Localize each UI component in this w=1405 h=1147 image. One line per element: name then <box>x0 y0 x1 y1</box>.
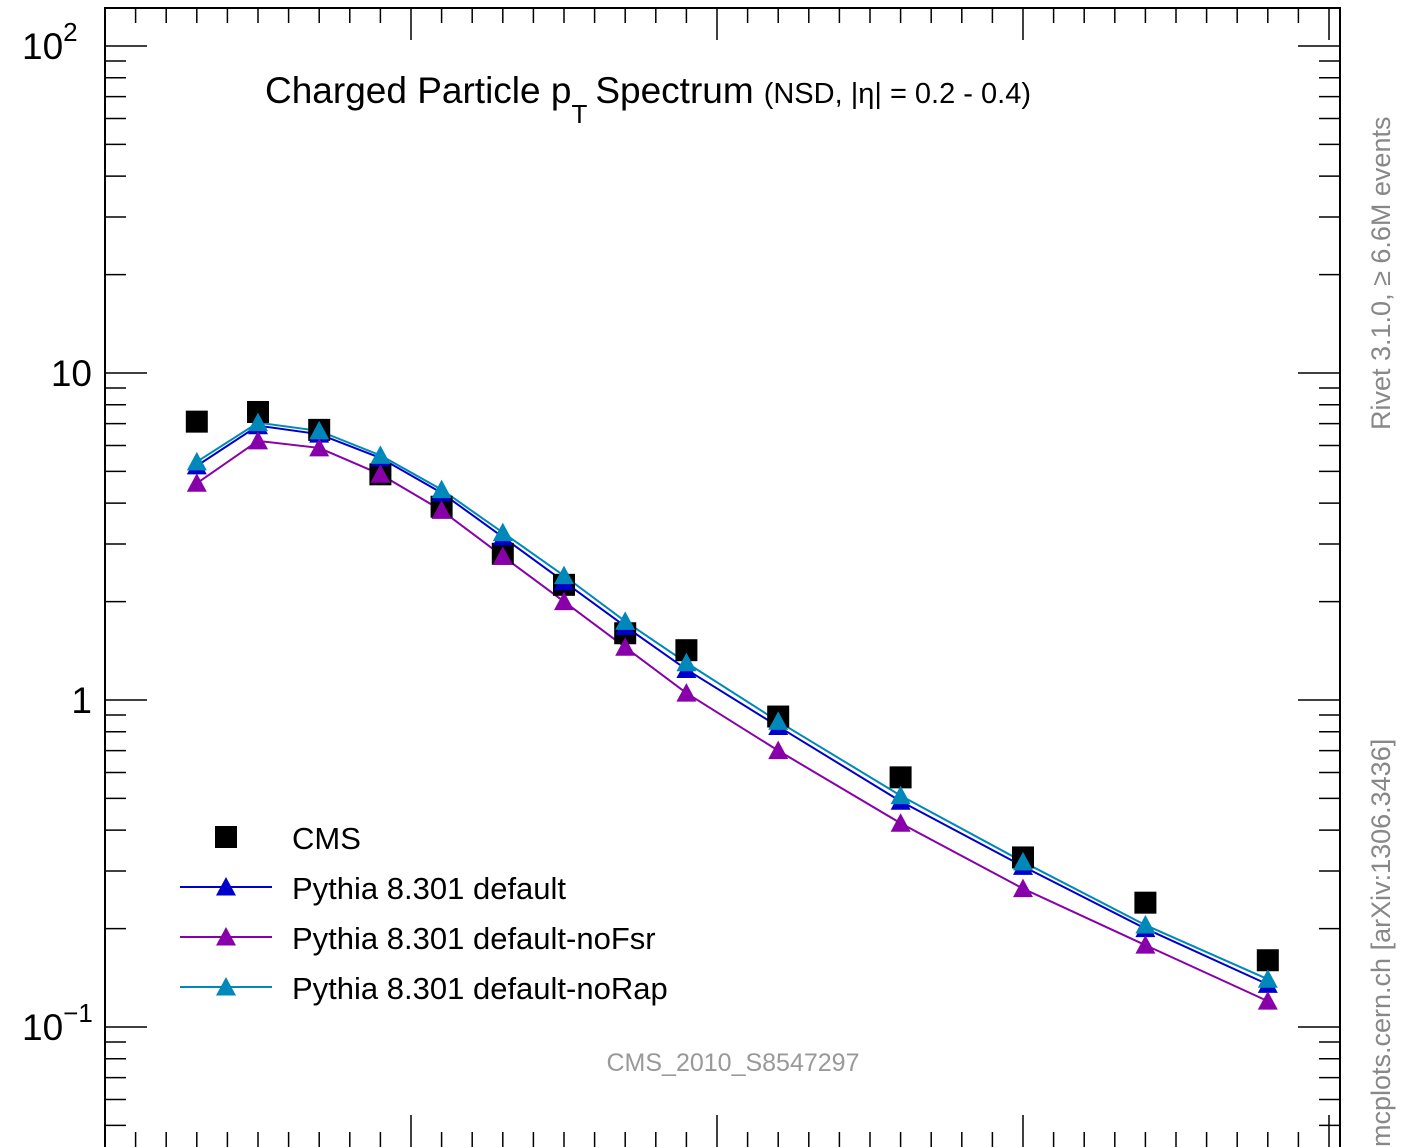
series-2-line <box>196 439 1269 1003</box>
series-2-marker <box>186 473 207 492</box>
series-2-marker <box>248 430 268 450</box>
series-0-point <box>247 400 269 423</box>
chart-title-extra: (NSD, |η| = 0.2 - 0.4) <box>764 78 1031 110</box>
series-3-marker <box>1257 969 1278 988</box>
y-tick-label: 10−1 <box>22 998 93 1048</box>
series-2-marker <box>615 637 636 656</box>
legend: CMS Pythia 8.301 default Pythia 8.301 defa… <box>180 821 668 1006</box>
y-tick-label: 10 <box>51 353 92 394</box>
series-0-point <box>889 766 912 789</box>
watermark-label: CMS_2010_S8547297 <box>607 1049 860 1077</box>
y-tick-label: 102 <box>22 17 78 67</box>
series-2-marker <box>370 464 391 483</box>
legend-label: Pythia 8.301 default-noRap <box>292 971 668 1006</box>
legend-marker <box>216 977 236 996</box>
series-3-marker <box>1013 851 1033 871</box>
series-2-marker <box>492 546 513 565</box>
series-3-marker <box>492 522 513 542</box>
series-2-marker <box>309 437 330 457</box>
series-2-marker <box>1135 935 1156 954</box>
legend-label: Pythia 8.301 default <box>292 871 566 906</box>
series-3-marker <box>768 711 789 730</box>
series-0-point <box>185 410 208 433</box>
chart-title-rest: Spectrum <box>595 70 753 111</box>
axis-ticks <box>104 8 1340 1147</box>
series-3-marker <box>890 785 911 805</box>
chart-title-subscript: T <box>571 99 587 129</box>
legend-marker <box>216 927 236 946</box>
series-2-marker <box>554 591 574 611</box>
y-tick-label-base: 10 <box>22 1007 63 1048</box>
y-tick-label: 1 <box>71 680 92 721</box>
series-3-marker <box>248 412 268 432</box>
y-tick-label-exponent: −1 <box>63 998 93 1028</box>
series-3-marker <box>186 451 207 471</box>
legend-marker <box>216 877 236 896</box>
series-lines <box>196 421 1269 1003</box>
series-3-marker <box>431 479 452 499</box>
series-3-marker <box>309 420 330 440</box>
series-3-marker <box>615 611 636 630</box>
plot-frame <box>104 7 1341 1147</box>
series-2-marker <box>676 683 697 702</box>
chart-title-main: Charged Particle p <box>265 70 571 111</box>
series-0-point <box>1256 949 1279 972</box>
series-2-marker <box>431 500 452 519</box>
y-tick-label-base: 1 <box>71 680 92 721</box>
series-3-marker <box>1135 915 1156 934</box>
series-2-marker <box>1013 878 1033 898</box>
chart-title: Charged Particle pT Spectrum (NSD, |η| = 0… <box>265 70 1031 129</box>
legend-label: CMS <box>292 821 361 856</box>
series-2-marker <box>1257 991 1278 1010</box>
y-tick-label-exponent: 2 <box>63 17 77 47</box>
series-markers <box>185 400 1279 1010</box>
series-2-marker <box>768 740 789 760</box>
series-3-marker <box>370 445 391 464</box>
y-tick-label-base: 10 <box>22 26 63 67</box>
legend-label: Pythia 8.301 default-noFsr <box>292 921 656 956</box>
series-0-point <box>1134 891 1157 914</box>
legend-marker <box>215 826 237 848</box>
series-3-marker <box>554 565 574 585</box>
side-label-top: Rivet 3.1.0, ≥ 6.6M events <box>1366 117 1396 430</box>
series-0-point <box>675 639 698 662</box>
y-tick-label-base: 10 <box>51 353 92 394</box>
series-3-marker <box>676 652 697 672</box>
series-2-marker <box>890 813 911 832</box>
side-label-bottom: mcplots.cern.ch [arXiv:1306.3436] <box>1366 739 1396 1147</box>
